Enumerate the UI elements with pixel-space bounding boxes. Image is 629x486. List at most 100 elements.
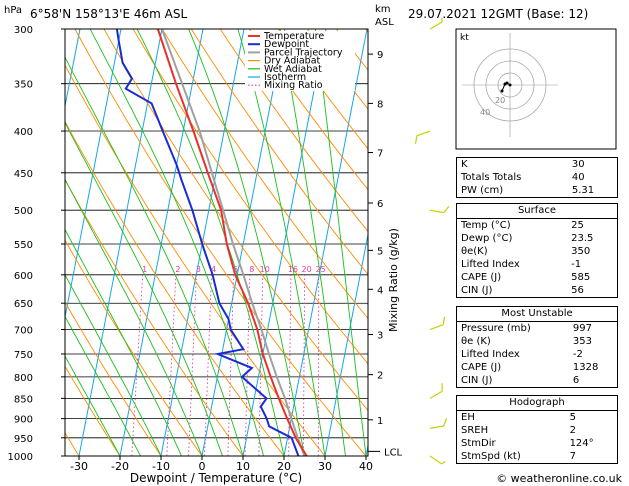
wind-barb-flag — [443, 206, 450, 213]
wind-barb-staff — [429, 324, 444, 331]
wind-barb-flag — [442, 316, 446, 325]
temperature-tick-label: 40 — [359, 460, 373, 473]
dry-adiabat-line — [65, 239, 203, 456]
wet-adiabat-line — [237, 29, 326, 456]
wind-barb-flag — [414, 135, 418, 144]
table-row: Lifted Index -1 — [457, 258, 617, 271]
isotherm-line — [78, 29, 163, 456]
row-value: 23.5 — [571, 233, 594, 244]
mixing-ratio-label: 1 — [142, 265, 147, 274]
dry-adiabat-line — [65, 301, 162, 456]
row-label: K — [461, 159, 468, 170]
row-value: 25 — [571, 220, 584, 231]
mixing-ratio-label: 8 — [249, 265, 254, 274]
surface-table: Temp (°C) 25 Dewp (°C) 23.5 θe(K) 350 Lifted I… — [457, 219, 617, 297]
dry-adiabat-line — [161, 29, 368, 320]
table-row: K 30 — [457, 158, 617, 171]
wind-barb — [429, 316, 446, 331]
km-label: km — [375, 4, 391, 15]
wind-barb-flag — [441, 383, 443, 392]
table-row: Dewp (°C) 23.5 — [457, 232, 617, 245]
row-label: θe(K) — [461, 246, 488, 257]
row-label: SREH — [461, 425, 489, 436]
wind-barb — [429, 17, 443, 30]
wind-barb-staff — [416, 130, 431, 137]
wind-barb-staff — [429, 425, 444, 429]
most-unstable-table: Pressure (mb) 997 θe (K) 353 Lifted Index -2 C… — [457, 322, 617, 387]
row-value: 7 — [569, 451, 576, 462]
row-label: CIN (J) — [461, 375, 493, 386]
dewpoint-line — [115, 29, 300, 456]
table-row: StmSpd (kt) 7 — [457, 450, 617, 463]
mixing-ratio-line — [227, 274, 235, 456]
wind-barb-staff — [429, 390, 443, 399]
x-axis-label: Dewpoint / Temperature (°C) — [130, 471, 302, 485]
hodograph-table-title: Hodograph — [457, 396, 617, 411]
row-label: EH — [461, 412, 475, 423]
km-tick-label: 2 — [377, 371, 383, 382]
row-label: θe (K) — [461, 336, 491, 347]
row-value: 40 — [571, 172, 585, 183]
km-tick-label: 1 — [377, 416, 383, 427]
dry-adiabat-line — [190, 29, 368, 276]
wet-adiabat-line — [65, 178, 203, 456]
mixing-ratio-label: 2 — [175, 265, 180, 274]
wet-adiabat-line — [314, 29, 367, 456]
legend-background — [245, 31, 355, 91]
dry-adiabat-line — [132, 29, 368, 365]
hodograph: kt 20 40 — [455, 28, 617, 150]
wet-adiabat-line — [65, 228, 182, 456]
table-row: CAPE (J) 1328 — [457, 361, 617, 374]
dry-adiabat-line — [74, 29, 367, 456]
pressure-tick-label: 950 — [14, 434, 33, 445]
isotherm-line — [283, 29, 368, 456]
pressure-tick-label: 300 — [14, 25, 33, 36]
pressure-tick-label: 750 — [14, 350, 33, 361]
isotherm-line — [242, 29, 327, 456]
plot-frame — [64, 28, 369, 457]
wet-adiabat-line — [89, 29, 264, 456]
mixing-ratio-line — [188, 274, 197, 456]
wind-barb-flag — [443, 418, 448, 427]
row-label: Pressure (mb) — [461, 323, 531, 334]
mixing-ratio-line — [204, 274, 212, 456]
row-label: CAPE (J) — [461, 272, 502, 283]
datetime-title: 29.07.2021 12GMT (Base: 12) — [408, 7, 588, 21]
asl-label: ASL — [375, 17, 394, 28]
row-value: 56 — [571, 285, 584, 296]
row-value: -2 — [572, 349, 583, 360]
km-tick-label: 7 — [377, 149, 383, 160]
pressure-tick-label: 550 — [14, 240, 33, 251]
table-row: Pressure (mb) 997 — [457, 322, 617, 335]
row-label: Lifted Index — [461, 259, 520, 270]
wind-barb — [429, 455, 446, 465]
pressure-tick-label: 1000 — [8, 452, 33, 463]
wind-barb — [429, 383, 443, 399]
isotherm-line — [324, 232, 368, 456]
parcel-trajectory-line — [161, 29, 306, 456]
copyright: © weatheronline.co.uk — [496, 472, 622, 485]
pressure-tick-label: 700 — [14, 326, 33, 337]
km-tick-label: 6 — [377, 199, 383, 210]
temperature-tick-label: 0 — [199, 460, 206, 473]
row-label: Totals Totals — [461, 172, 522, 183]
legend-label: Dewpoint — [264, 39, 309, 50]
mixing-ratio-axis-label: Mixing Ratio (g/kg) — [387, 228, 400, 332]
temperature-tick-label: -20 — [111, 460, 129, 473]
pressure-tick-label: 450 — [14, 169, 33, 180]
temperature-tick-label: 20 — [277, 460, 291, 473]
row-value: 30 — [571, 159, 585, 170]
pressure-tick-label: 850 — [14, 394, 33, 405]
km-tick-label: 3 — [377, 331, 383, 342]
wind-barb-half — [441, 17, 443, 23]
legend-label: Mixing Ratio — [264, 80, 323, 91]
table-row: θe(K) 350 — [457, 245, 617, 258]
temperature-tick-label: -10 — [152, 460, 170, 473]
isotherm-line — [65, 29, 122, 320]
table-row: PW (cm) 5.31 — [457, 184, 617, 197]
km-tick-label: 8 — [377, 99, 383, 110]
table-row: Totals Totals 40 — [457, 171, 617, 184]
row-label: StmDir — [461, 438, 496, 449]
surface-panel: Surface Temp (°C) 25 Dewp (°C) 23.5 θe(K) 350… — [456, 203, 618, 298]
